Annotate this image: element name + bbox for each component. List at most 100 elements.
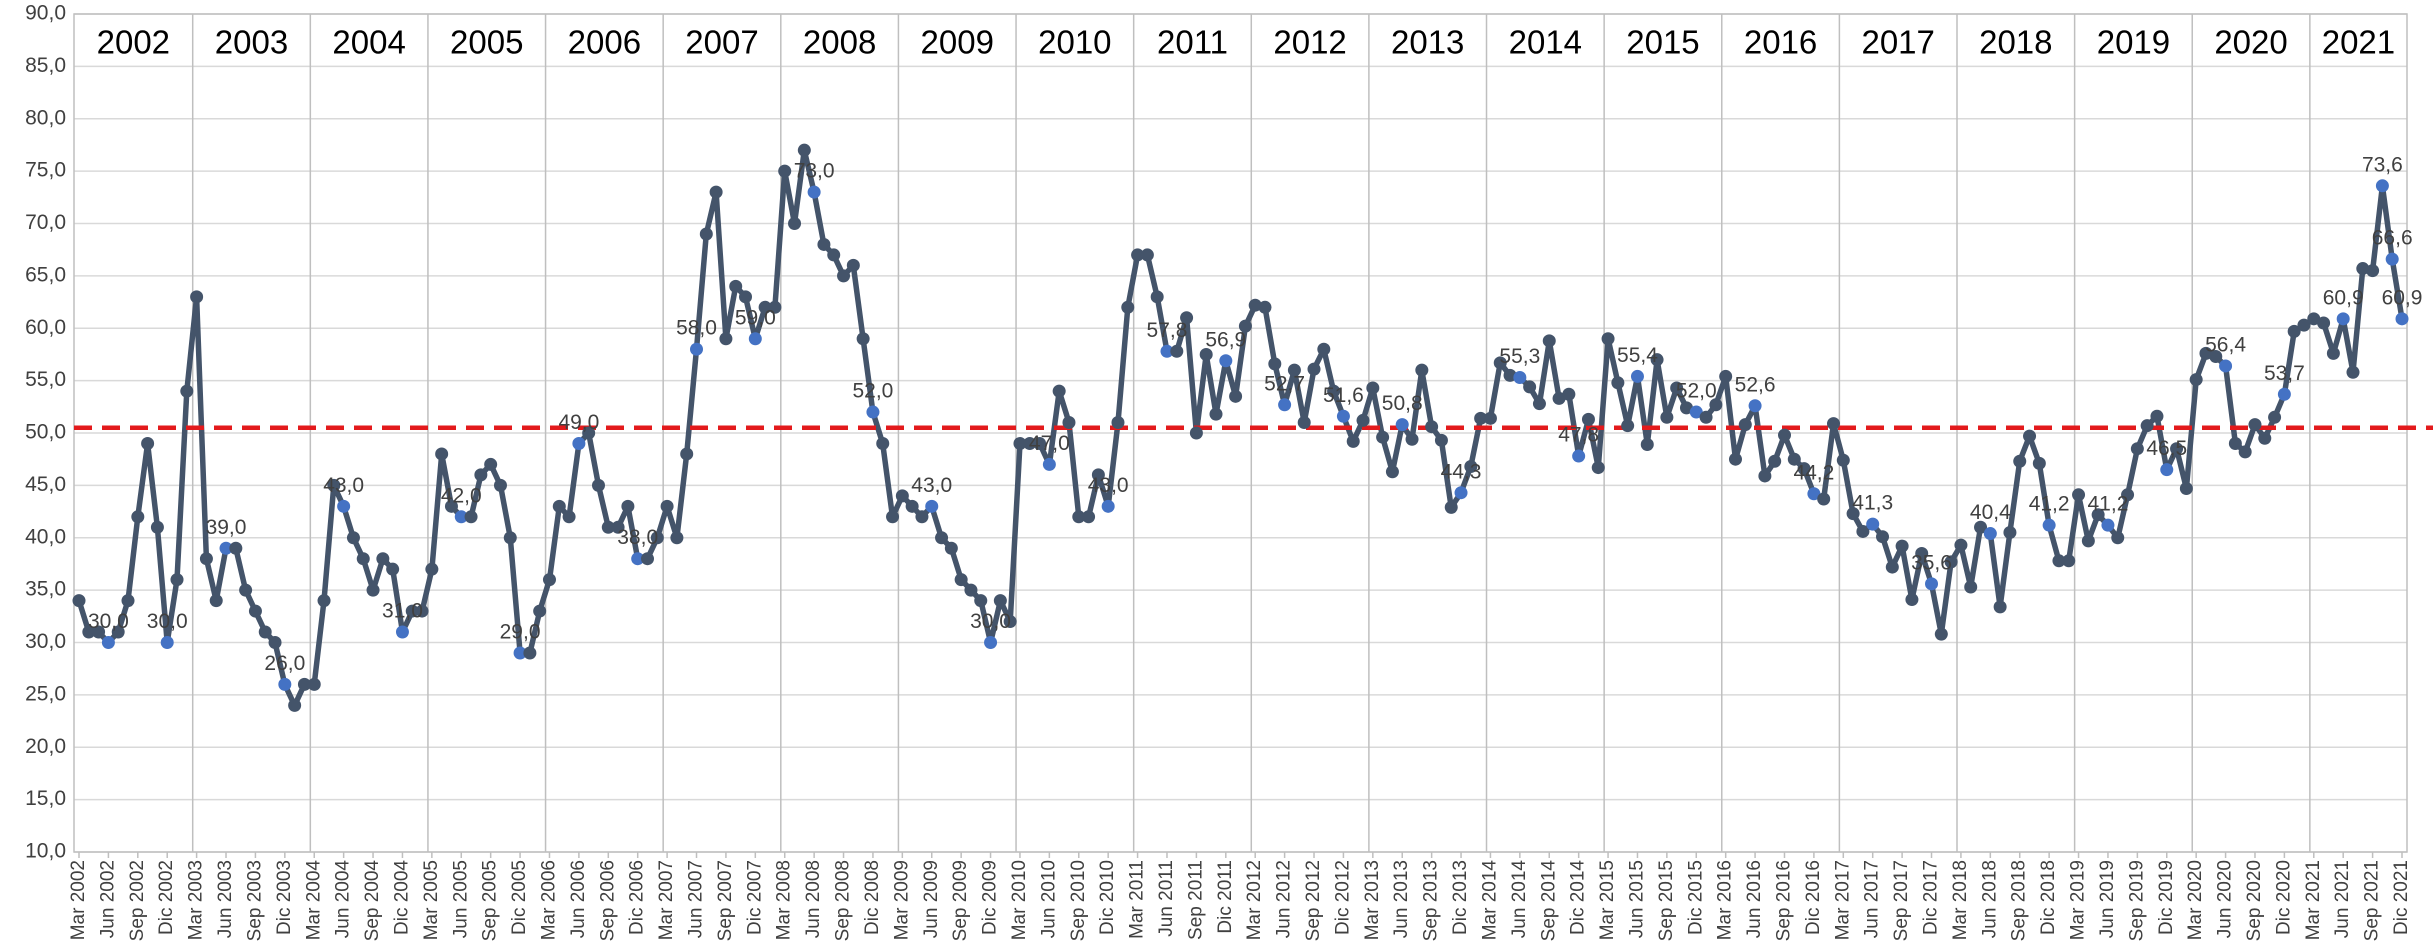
- year-label: 2017: [1861, 24, 1934, 61]
- data-point: [297, 677, 311, 691]
- data-point: [739, 290, 753, 304]
- x-tick-label: Dic 2004: [391, 860, 412, 935]
- data-point: [1699, 410, 1713, 424]
- data-label: 41,3: [1852, 492, 1893, 515]
- year-label: 2014: [1509, 24, 1582, 61]
- data-point: [1836, 453, 1850, 467]
- x-tick-label: Dic 2015: [1685, 860, 1706, 935]
- data-label: 29,0: [500, 621, 541, 644]
- x-tick-label: Dic 2013: [1450, 860, 1471, 935]
- data-label: 40,4: [1970, 501, 2011, 524]
- data-point: [444, 499, 458, 513]
- x-tick-label: Dic 2014: [1568, 860, 1589, 935]
- data-point: [1150, 290, 1164, 304]
- data-point: [376, 552, 390, 566]
- x-tick-label: Jun 2014: [1509, 860, 1530, 939]
- data-point: [435, 447, 449, 461]
- y-tick-label: 40,0: [25, 525, 66, 548]
- data-label: 35,6: [1911, 551, 1952, 574]
- x-tick-label: Mar 2007: [656, 860, 677, 940]
- data-point: [1366, 381, 1380, 395]
- data-point: [1572, 449, 1586, 463]
- data-point: [1072, 510, 1086, 524]
- data-point: [1532, 397, 1546, 411]
- y-tick-label: 50,0: [25, 421, 66, 444]
- x-tick-label: Mar 2013: [1362, 860, 1383, 940]
- x-tick-label: Jun 2011: [1156, 860, 1177, 937]
- data-label: 26,0: [264, 652, 305, 675]
- data-point: [366, 583, 380, 597]
- year-label: 2005: [450, 24, 523, 61]
- data-point: [729, 279, 743, 293]
- data-point: [846, 258, 860, 272]
- data-label: 47,0: [1029, 432, 1070, 455]
- data-point: [121, 594, 135, 608]
- x-tick-label: Dic 2010: [1097, 860, 1118, 935]
- data-point: [591, 478, 605, 492]
- year-label: 2004: [332, 24, 405, 61]
- data-label: 59,0: [735, 306, 776, 329]
- data-point: [239, 583, 253, 597]
- data-point: [180, 384, 194, 398]
- x-tick-label: Jun 2016: [1744, 860, 1765, 938]
- data-point: [1483, 411, 1497, 425]
- data-point: [2228, 436, 2242, 450]
- y-tick-label: 20,0: [25, 735, 66, 758]
- x-tick-label: Mar 2002: [68, 860, 89, 940]
- y-tick-label: 90,0: [25, 2, 66, 25]
- data-point: [1719, 369, 1733, 383]
- data-point: [533, 604, 547, 618]
- data-point: [1689, 405, 1703, 419]
- data-point: [640, 552, 654, 566]
- data-point: [866, 405, 880, 419]
- data-point: [797, 143, 811, 157]
- data-point: [1964, 580, 1978, 594]
- data-point: [2052, 554, 2066, 568]
- x-tick-label: Dic 2009: [980, 860, 1001, 935]
- data-point: [1317, 342, 1331, 356]
- x-tick-label: Mar 2014: [1479, 860, 1500, 941]
- y-tick-label: 70,0: [25, 211, 66, 234]
- x-tick-label: Sep 2013: [1421, 860, 1442, 941]
- x-tick-label: Mar 2015: [1597, 860, 1618, 940]
- data-label: 55,4: [1617, 344, 1658, 367]
- data-point: [562, 510, 576, 524]
- data-point: [817, 237, 831, 251]
- y-tick-label: 15,0: [25, 787, 66, 810]
- x-tick-label: Mar 2016: [1715, 860, 1736, 940]
- data-point: [1552, 391, 1566, 405]
- data-point: [1758, 469, 1772, 483]
- data-point: [2081, 534, 2095, 548]
- data-label: 44,2: [1793, 461, 1834, 484]
- x-tick-label: Sep 2018: [2009, 860, 2030, 941]
- year-label: 2006: [568, 24, 641, 61]
- data-point: [199, 552, 213, 566]
- year-label: 2002: [97, 24, 170, 61]
- data-point: [1385, 465, 1399, 479]
- data-label: 52,7: [1264, 372, 1305, 395]
- data-label: 39,0: [206, 516, 247, 539]
- data-point: [1336, 409, 1350, 423]
- data-point: [1827, 417, 1841, 431]
- data-point: [915, 510, 929, 524]
- data-point: [1866, 517, 1880, 531]
- x-tick-label: Jun 2018: [1979, 860, 2000, 938]
- x-tick-label: Mar 2011: [1127, 860, 1148, 939]
- data-point: [160, 636, 174, 649]
- x-tick-label: Mar 2012: [1244, 860, 1265, 940]
- data-point: [395, 625, 409, 639]
- data-label: 73,6: [2362, 153, 2403, 176]
- x-tick-label: Dic 2019: [2156, 860, 2177, 935]
- data-point: [2072, 488, 2086, 502]
- year-label: 2019: [2097, 24, 2170, 61]
- x-tick-label: Jun 2010: [1038, 860, 1059, 938]
- x-tick-label: Sep 2015: [1656, 860, 1677, 941]
- data-point: [886, 510, 900, 524]
- data-point: [1454, 486, 1468, 500]
- data-point: [1131, 248, 1145, 262]
- data-point: [2366, 264, 2380, 278]
- data-label: 58,0: [676, 317, 717, 340]
- data-point: [709, 185, 723, 199]
- data-point: [1885, 560, 1899, 574]
- data-point: [974, 594, 988, 608]
